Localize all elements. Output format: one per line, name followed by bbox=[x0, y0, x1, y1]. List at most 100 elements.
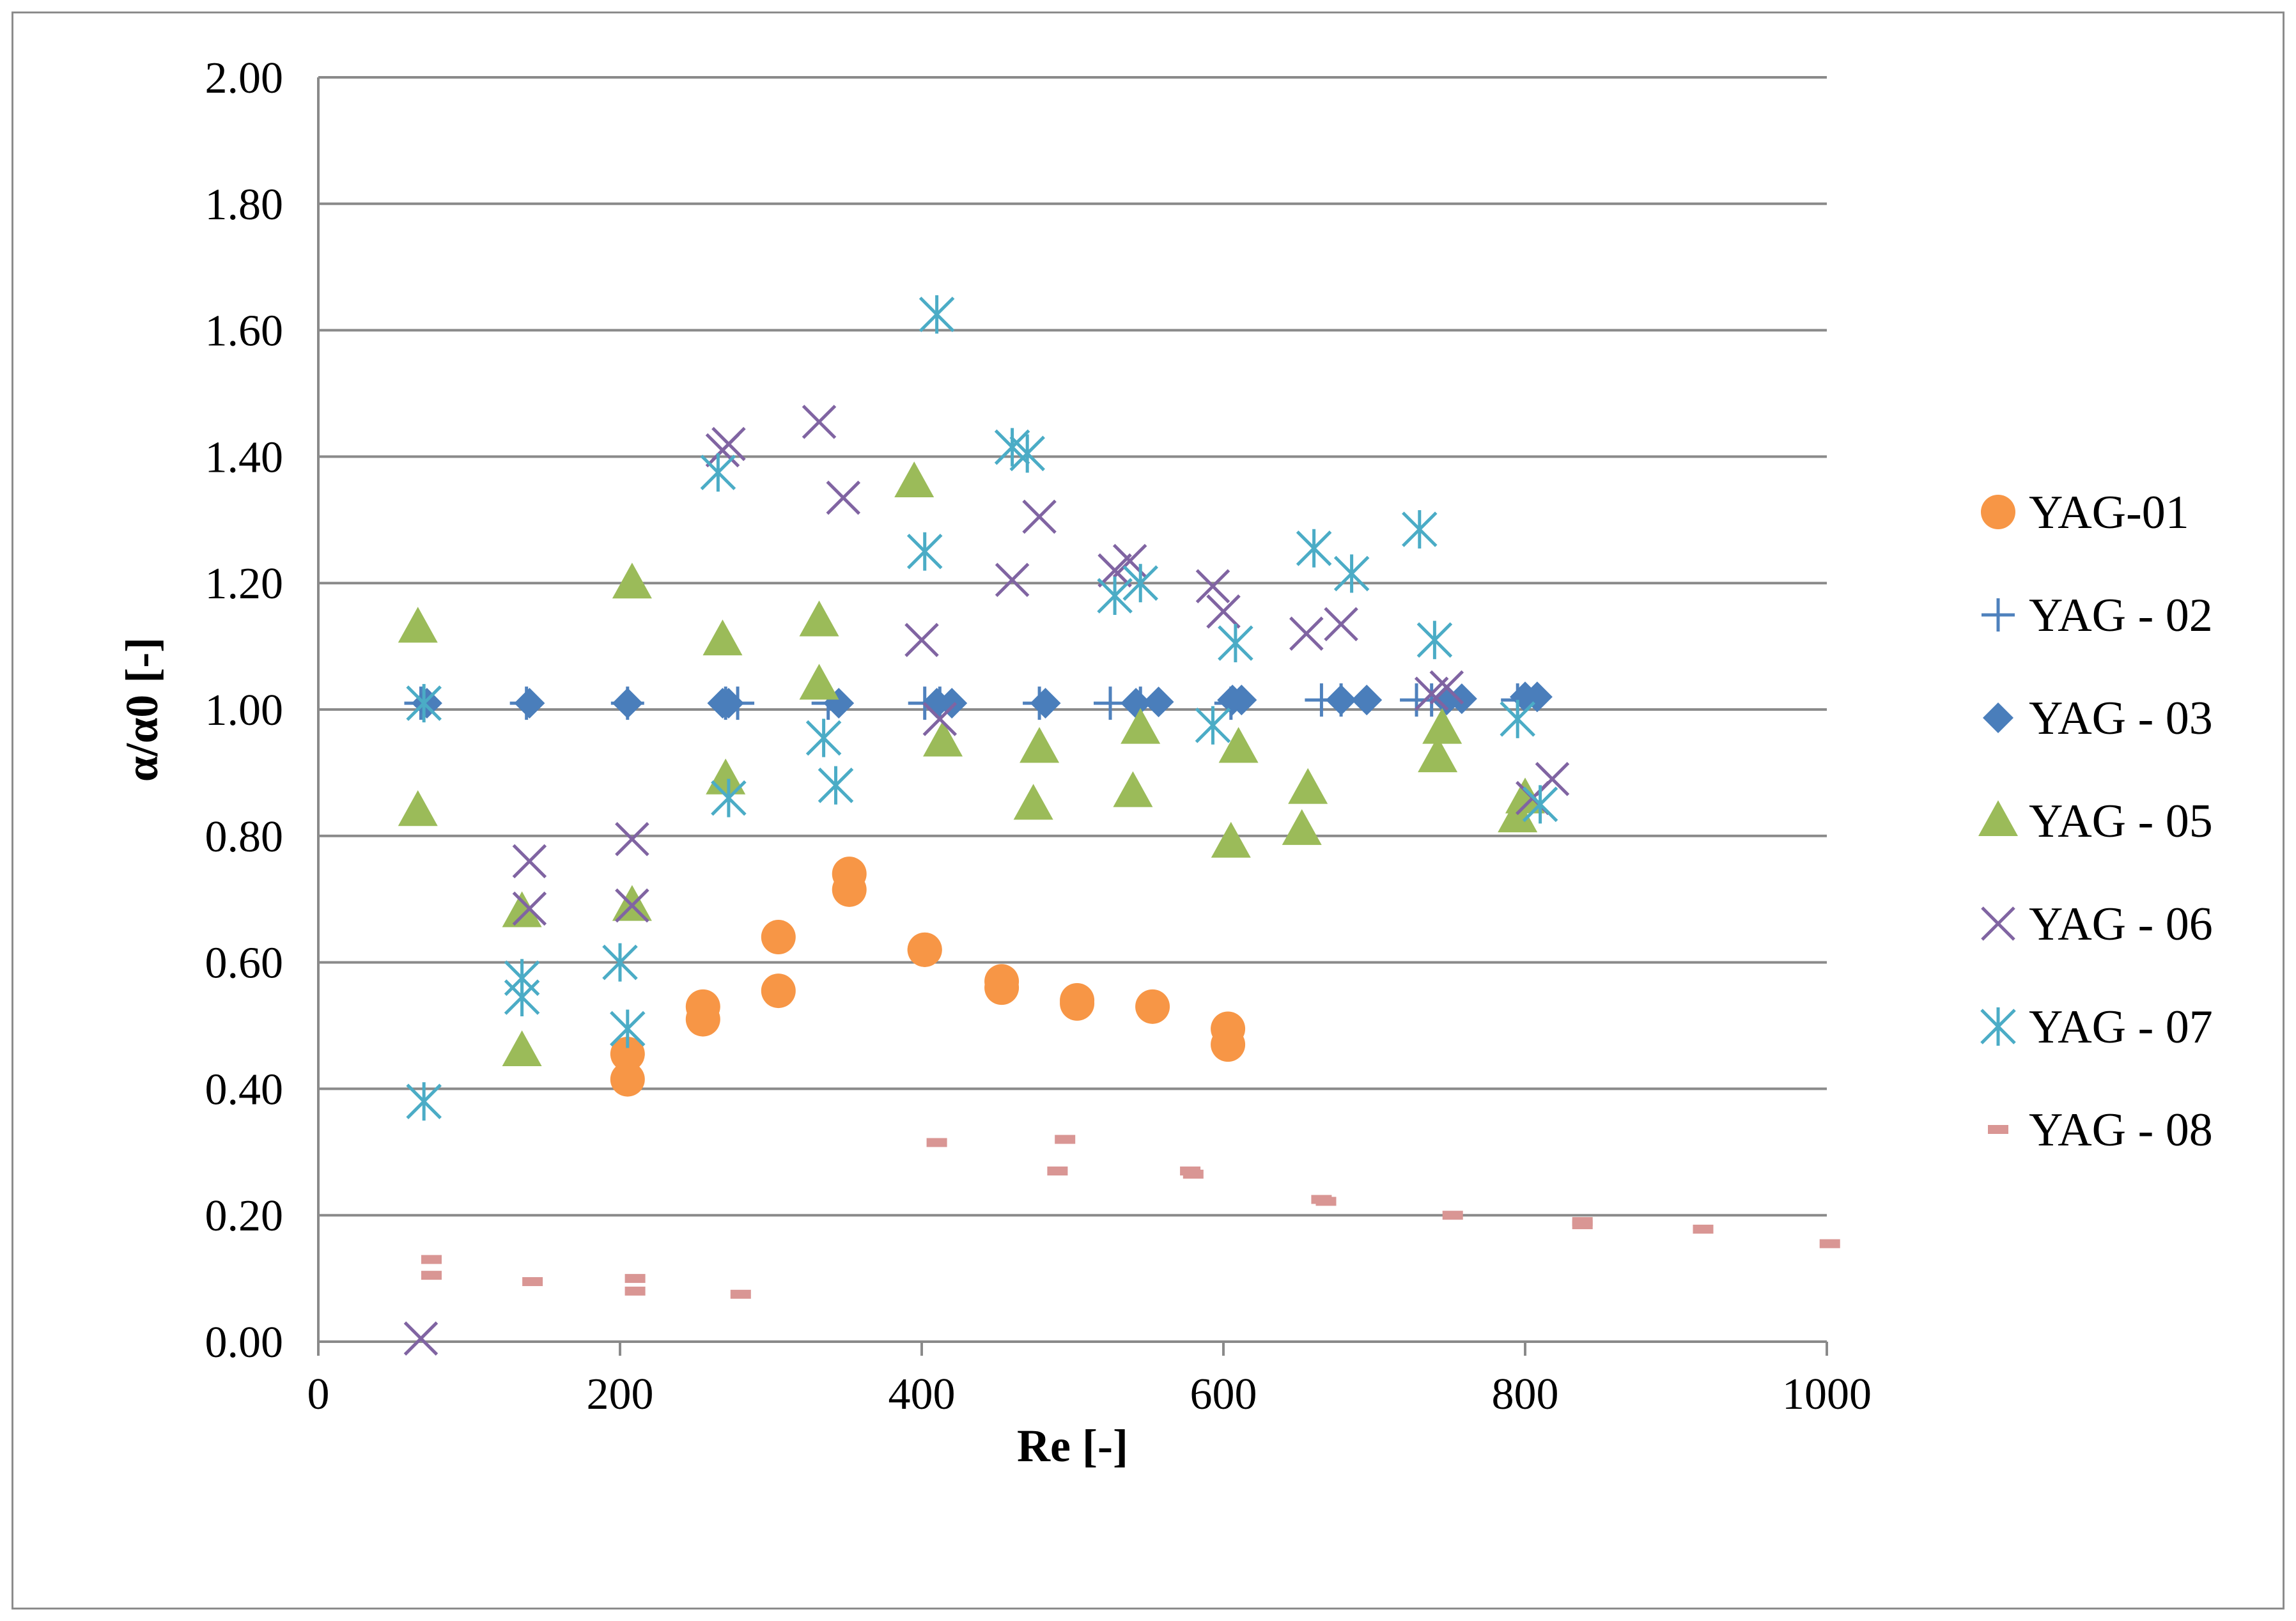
data-point bbox=[406, 684, 442, 723]
data-point bbox=[1143, 686, 1174, 718]
x-tick-label: 200 bbox=[587, 1370, 654, 1419]
data-point bbox=[1122, 564, 1158, 603]
data-point bbox=[1060, 986, 1095, 1021]
legend-marker bbox=[1981, 495, 2015, 529]
y-tick-label: 0.60 bbox=[205, 939, 284, 988]
y-tick-label: 0.00 bbox=[205, 1318, 284, 1367]
data-point bbox=[1211, 1027, 1246, 1062]
legend-item: YAG - 06 bbox=[1981, 898, 2213, 950]
data-point bbox=[1030, 688, 1061, 719]
data-point bbox=[421, 1271, 442, 1280]
x-axis-title: Re [-] bbox=[1017, 1420, 1128, 1471]
data-point bbox=[502, 1030, 542, 1067]
data-point bbox=[995, 562, 1030, 598]
data-point bbox=[1226, 685, 1257, 716]
y-tick-label: 1.80 bbox=[205, 180, 284, 229]
legend-marker bbox=[1978, 800, 2018, 836]
data-point bbox=[1009, 434, 1045, 473]
data-point bbox=[1521, 681, 1553, 713]
data-point bbox=[1505, 777, 1545, 814]
data-point bbox=[1333, 554, 1370, 593]
data-point bbox=[1402, 510, 1438, 549]
data-point bbox=[904, 623, 939, 657]
y-tick-label: 2.00 bbox=[205, 54, 284, 103]
x-tick-label: 0 bbox=[307, 1370, 330, 1419]
data-point bbox=[1315, 1197, 1337, 1206]
series-yag-01 bbox=[610, 857, 1246, 1097]
legend-label: YAG - 08 bbox=[2029, 1104, 2213, 1156]
data-point bbox=[1098, 553, 1132, 588]
data-point bbox=[1326, 685, 1357, 716]
y-tick-label: 1.60 bbox=[205, 307, 284, 356]
data-point bbox=[1055, 1135, 1076, 1144]
data-point bbox=[761, 920, 796, 955]
data-point bbox=[1418, 736, 1458, 773]
data-point bbox=[700, 453, 736, 492]
data-point bbox=[1097, 576, 1133, 615]
data-point bbox=[1211, 821, 1251, 858]
data-point bbox=[1013, 784, 1053, 820]
data-point bbox=[805, 718, 842, 757]
legend-label: YAG - 07 bbox=[2029, 1001, 2213, 1053]
data-point bbox=[1022, 499, 1057, 534]
data-point bbox=[907, 932, 942, 967]
data-point bbox=[1296, 529, 1332, 568]
data-point bbox=[612, 885, 652, 921]
data-point bbox=[514, 688, 545, 719]
data-point bbox=[1135, 989, 1170, 1024]
data-point bbox=[1121, 688, 1152, 719]
data-point bbox=[994, 428, 1030, 467]
series-yag-08 bbox=[421, 1135, 1840, 1299]
data-point bbox=[919, 295, 955, 334]
legend-marker bbox=[1983, 702, 2013, 733]
legend-item: YAG-01 bbox=[1981, 486, 2189, 539]
data-point bbox=[1446, 683, 1477, 715]
data-point bbox=[702, 619, 743, 656]
data-point bbox=[615, 888, 649, 923]
x-tick-label: 800 bbox=[1492, 1370, 1559, 1419]
x-tick-label: 1000 bbox=[1782, 1370, 1872, 1419]
y-axis-title: α/α0 [-] bbox=[116, 637, 167, 782]
chart-frame: 0.00 0.20 0.40 0.60 0.80 1.00 1.20 1.40 1.60 1.80… bbox=[12, 12, 2284, 1609]
y-tick-label: 0.80 bbox=[205, 812, 284, 862]
data-point bbox=[1351, 685, 1383, 716]
data-point bbox=[615, 821, 649, 857]
data-point bbox=[1121, 708, 1161, 744]
data-point bbox=[922, 702, 958, 736]
data-point bbox=[1195, 569, 1230, 603]
data-point bbox=[406, 1082, 442, 1121]
data-point bbox=[936, 688, 968, 719]
data-point bbox=[398, 607, 438, 643]
legend-item: YAG - 08 bbox=[1988, 1104, 2213, 1156]
legend-marker bbox=[1980, 1007, 2016, 1046]
data-point bbox=[1500, 699, 1535, 738]
data-point bbox=[512, 891, 547, 926]
data-point bbox=[802, 405, 837, 439]
data-point bbox=[502, 891, 542, 927]
data-point bbox=[832, 872, 867, 907]
data-point bbox=[894, 461, 935, 497]
data-point bbox=[1442, 1211, 1463, 1220]
data-point bbox=[826, 480, 861, 515]
data-point bbox=[1282, 809, 1322, 845]
data-point bbox=[1289, 616, 1324, 651]
data-point bbox=[711, 779, 747, 818]
data-point bbox=[818, 766, 854, 805]
data-point bbox=[799, 600, 839, 637]
series-yag-06 bbox=[403, 405, 1570, 1356]
x-tick-label: 400 bbox=[888, 1370, 956, 1419]
data-point bbox=[411, 688, 442, 719]
axes bbox=[317, 77, 1828, 1356]
y-tick-labels: 0.00 0.20 0.40 0.60 0.80 1.00 1.20 1.40 1.60 1.80… bbox=[205, 54, 284, 1367]
x-tick-label: 600 bbox=[1190, 1370, 1257, 1419]
data-point bbox=[926, 1138, 947, 1147]
legend-label: YAG - 02 bbox=[2029, 589, 2213, 642]
data-point bbox=[1572, 1220, 1593, 1230]
legend-item: YAG - 05 bbox=[1978, 795, 2213, 848]
series-yag-07 bbox=[406, 295, 1558, 1121]
data-point bbox=[1324, 607, 1358, 642]
data-point bbox=[1047, 1166, 1068, 1175]
data-point bbox=[1218, 727, 1259, 763]
y-tick-label: 1.00 bbox=[205, 686, 284, 735]
y-tick-label: 0.40 bbox=[205, 1065, 284, 1114]
